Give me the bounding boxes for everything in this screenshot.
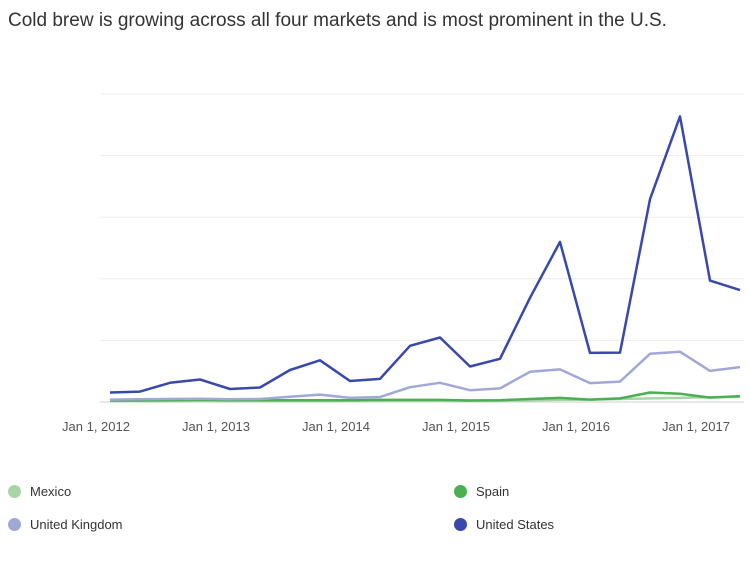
legend-label-united-kingdom: United Kingdom bbox=[30, 517, 123, 532]
x-tick-label: Jan 1, 2017 bbox=[662, 419, 730, 434]
x-tick-label: Jan 1, 2015 bbox=[422, 419, 490, 434]
x-axis-ticks: Jan 1, 2012 Jan 1, 2013 Jan 1, 2014 Jan 1, … bbox=[62, 419, 730, 434]
x-tick-label: Jan 1, 2012 bbox=[62, 419, 130, 434]
x-tick-label: Jan 1, 2013 bbox=[182, 419, 250, 434]
x-tick-label: Jan 1, 2014 bbox=[302, 419, 370, 434]
legend-dot-spain bbox=[454, 485, 467, 498]
x-tick-label: Jan 1, 2016 bbox=[542, 419, 610, 434]
series-line-united-states bbox=[109, 115, 741, 394]
legend-item-united-kingdom: United Kingdom bbox=[8, 517, 123, 532]
legend-dot-united-kingdom bbox=[8, 518, 21, 531]
legend-dot-united-states bbox=[454, 518, 467, 531]
legend-label-spain: Spain bbox=[476, 484, 510, 499]
chart-title: Cold brew is growing across all four mar… bbox=[8, 10, 667, 31]
legend-label-united-states: United States bbox=[476, 517, 555, 532]
series-lines bbox=[109, 115, 741, 403]
legend-item-united-states: United States bbox=[454, 517, 554, 532]
legend-label-mexico: Mexico bbox=[30, 484, 72, 499]
legend-item-spain: Spain bbox=[454, 484, 509, 499]
legend-item-mexico: Mexico bbox=[8, 484, 71, 499]
legend-dot-mexico bbox=[8, 485, 21, 498]
series-line-united-kingdom bbox=[109, 350, 741, 401]
